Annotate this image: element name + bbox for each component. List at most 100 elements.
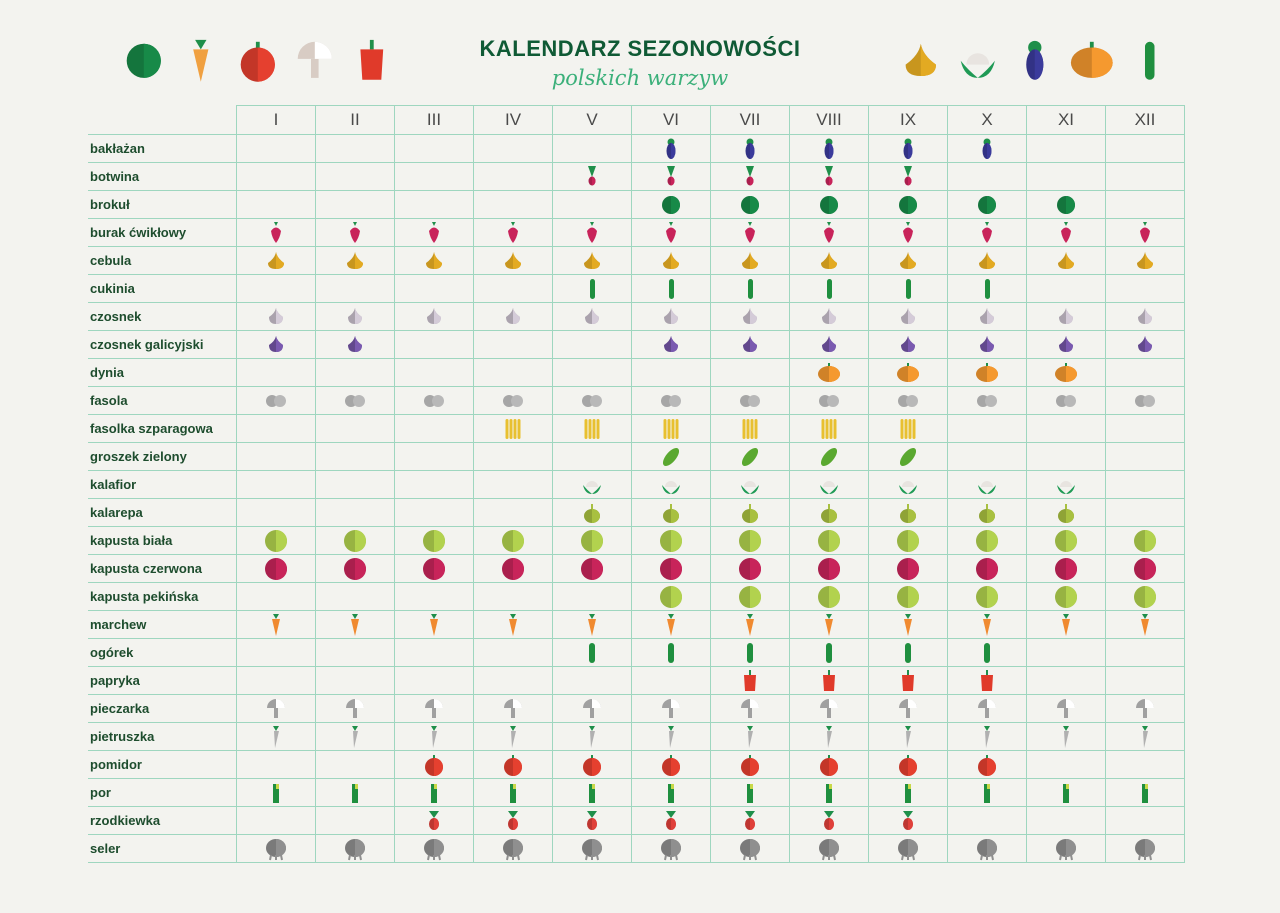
empty-cell: [710, 358, 790, 387]
empty-cell: [473, 162, 553, 191]
empty-cell: [1105, 666, 1185, 695]
season-mark-garlic-icon: [315, 302, 395, 331]
empty-cell: [552, 330, 632, 359]
season-mark-cabbage-icon: [710, 554, 790, 583]
empty-cell: [315, 134, 395, 163]
season-mark-cabbage-icon: [710, 526, 790, 555]
table-row: kapusta pekińska: [88, 582, 1185, 611]
empty-cell: [552, 190, 632, 219]
empty-cell: [236, 750, 316, 779]
empty-cell: [473, 358, 553, 387]
season-mark-cabbage-icon: [710, 582, 790, 611]
season-mark-green-beans-icon: [552, 414, 632, 443]
table-row: kalarepa: [88, 498, 1185, 527]
table-row: pieczarka: [88, 694, 1185, 723]
season-mark-celeriac-icon: [473, 834, 553, 863]
season-mark-radish-icon: [789, 806, 869, 835]
table-row: fasolka szparagowa: [88, 414, 1185, 443]
season-mark-tomato-icon: [394, 750, 474, 779]
season-mark-onion-icon: [394, 246, 474, 275]
season-mark-carrot-icon: [473, 610, 553, 639]
season-mark-garlic-icon: [710, 330, 790, 359]
empty-cell: [236, 414, 316, 443]
season-mark-peas-icon: [868, 442, 948, 471]
season-mark-celeriac-icon: [789, 834, 869, 863]
empty-cell: [394, 414, 474, 443]
season-mark-celeriac-icon: [552, 834, 632, 863]
empty-cell: [1105, 638, 1185, 667]
empty-cell: [394, 162, 474, 191]
season-mark-onion-icon: [868, 246, 948, 275]
season-mark-bean-icon: [473, 386, 553, 415]
month-header-I: I: [236, 105, 316, 135]
empty-cell: [1105, 414, 1185, 443]
empty-cell: [552, 666, 632, 695]
vegetable-label: pietruszka: [88, 722, 237, 751]
empty-cell: [236, 442, 316, 471]
empty-cell: [1026, 442, 1106, 471]
season-mark-leek-icon: [789, 778, 869, 807]
season-mark-garlic-icon: [631, 302, 711, 331]
onion-icon: [892, 36, 949, 86]
vegetable-label: seler: [88, 834, 237, 863]
table-row: cukinia: [88, 274, 1185, 303]
vegetable-label: groszek zielony: [88, 442, 237, 471]
season-mark-zucchini-icon: [789, 274, 869, 303]
season-mark-beet-greens-icon: [552, 162, 632, 191]
season-mark-mushroom-icon: [1105, 694, 1185, 723]
season-mark-celeriac-icon: [868, 834, 948, 863]
vegetable-label: rzodkiewka: [88, 806, 237, 835]
vegetable-label: czosnek: [88, 302, 237, 331]
table-row: rzodkiewka: [88, 806, 1185, 835]
season-mark-cauliflower-icon: [868, 470, 948, 499]
empty-cell: [236, 470, 316, 499]
season-mark-garlic-icon: [236, 330, 316, 359]
empty-cell: [315, 358, 395, 387]
table-row: fasola: [88, 386, 1185, 415]
empty-cell: [236, 666, 316, 695]
season-mark-onion-icon: [631, 246, 711, 275]
season-mark-carrot-icon: [631, 610, 711, 639]
month-header-IV: IV: [473, 105, 553, 135]
empty-cell: [1105, 274, 1185, 303]
month-header-V: V: [552, 105, 632, 135]
season-mark-green-beans-icon: [789, 414, 869, 443]
season-mark-beet-icon: [236, 218, 316, 247]
cauliflower-icon: [949, 36, 1006, 86]
season-mark-cucumber-icon: [631, 638, 711, 667]
empty-cell: [473, 498, 553, 527]
season-mark-cabbage-icon: [315, 554, 395, 583]
season-mark-pumpkin-icon: [1026, 358, 1106, 387]
season-mark-mushroom-icon: [552, 694, 632, 723]
season-mark-pepper-icon: [947, 666, 1027, 695]
table-row: botwina: [88, 162, 1185, 191]
season-mark-kohlrabi-icon: [789, 498, 869, 527]
season-mark-broccoli-icon: [947, 190, 1027, 219]
season-mark-tomato-icon: [552, 750, 632, 779]
season-table: I II III IV V VI VII VIII IX X XI XII bakłażan botwi…: [88, 105, 1185, 863]
empty-cell: [394, 498, 474, 527]
season-mark-garlic-icon: [868, 302, 948, 331]
page-title: KALENDARZ SEZONOWOŚCI: [479, 36, 801, 61]
season-mark-mushroom-icon: [789, 694, 869, 723]
vegetable-label: botwina: [88, 162, 237, 191]
season-mark-leek-icon: [236, 778, 316, 807]
table-row: czosnek galicyjski: [88, 330, 1185, 359]
season-mark-green-beans-icon: [631, 414, 711, 443]
season-mark-beet-greens-icon: [789, 162, 869, 191]
season-mark-parsley-root-icon: [315, 722, 395, 751]
empty-cell: [315, 498, 395, 527]
season-mark-bean-icon: [552, 386, 632, 415]
season-mark-parsley-root-icon: [710, 722, 790, 751]
zucchini-icon: [1120, 36, 1177, 86]
season-mark-beet-greens-icon: [631, 162, 711, 191]
empty-cell: [394, 666, 474, 695]
season-mark-leek-icon: [710, 778, 790, 807]
season-mark-peas-icon: [631, 442, 711, 471]
empty-cell: [394, 330, 474, 359]
month-header-III: III: [394, 105, 474, 135]
season-mark-celeriac-icon: [236, 834, 316, 863]
season-mark-beet-icon: [1026, 218, 1106, 247]
season-mark-beet-greens-icon: [710, 162, 790, 191]
empty-cell: [473, 470, 553, 499]
